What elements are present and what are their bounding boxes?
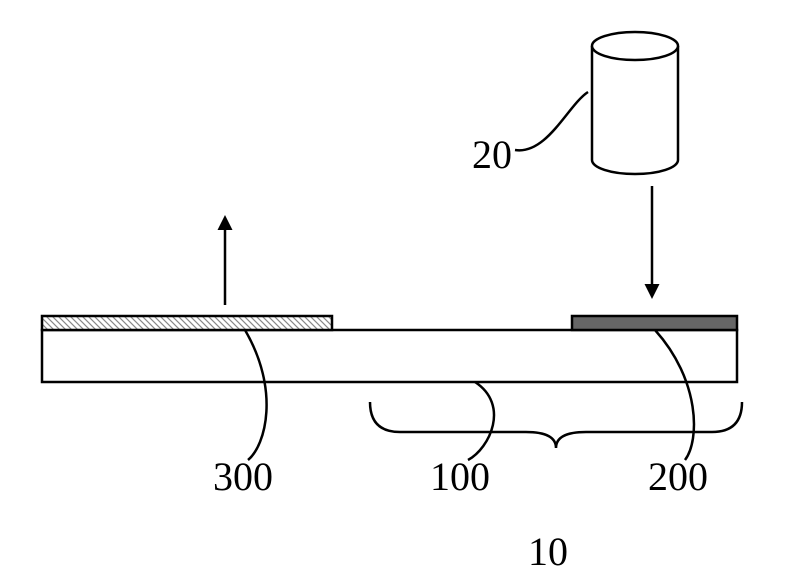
leader-to100 <box>468 382 494 460</box>
label-10: 10 <box>528 529 568 574</box>
left-strip <box>42 316 332 330</box>
brace-assembly <box>370 402 742 448</box>
right-strip <box>572 316 737 330</box>
leader-to20 <box>515 92 588 150</box>
label-20: 20 <box>472 132 512 177</box>
label-200: 200 <box>648 454 708 499</box>
label-100: 100 <box>430 454 490 499</box>
base-slab <box>42 330 737 382</box>
cylinder <box>592 32 678 174</box>
label-300: 300 <box>213 454 273 499</box>
